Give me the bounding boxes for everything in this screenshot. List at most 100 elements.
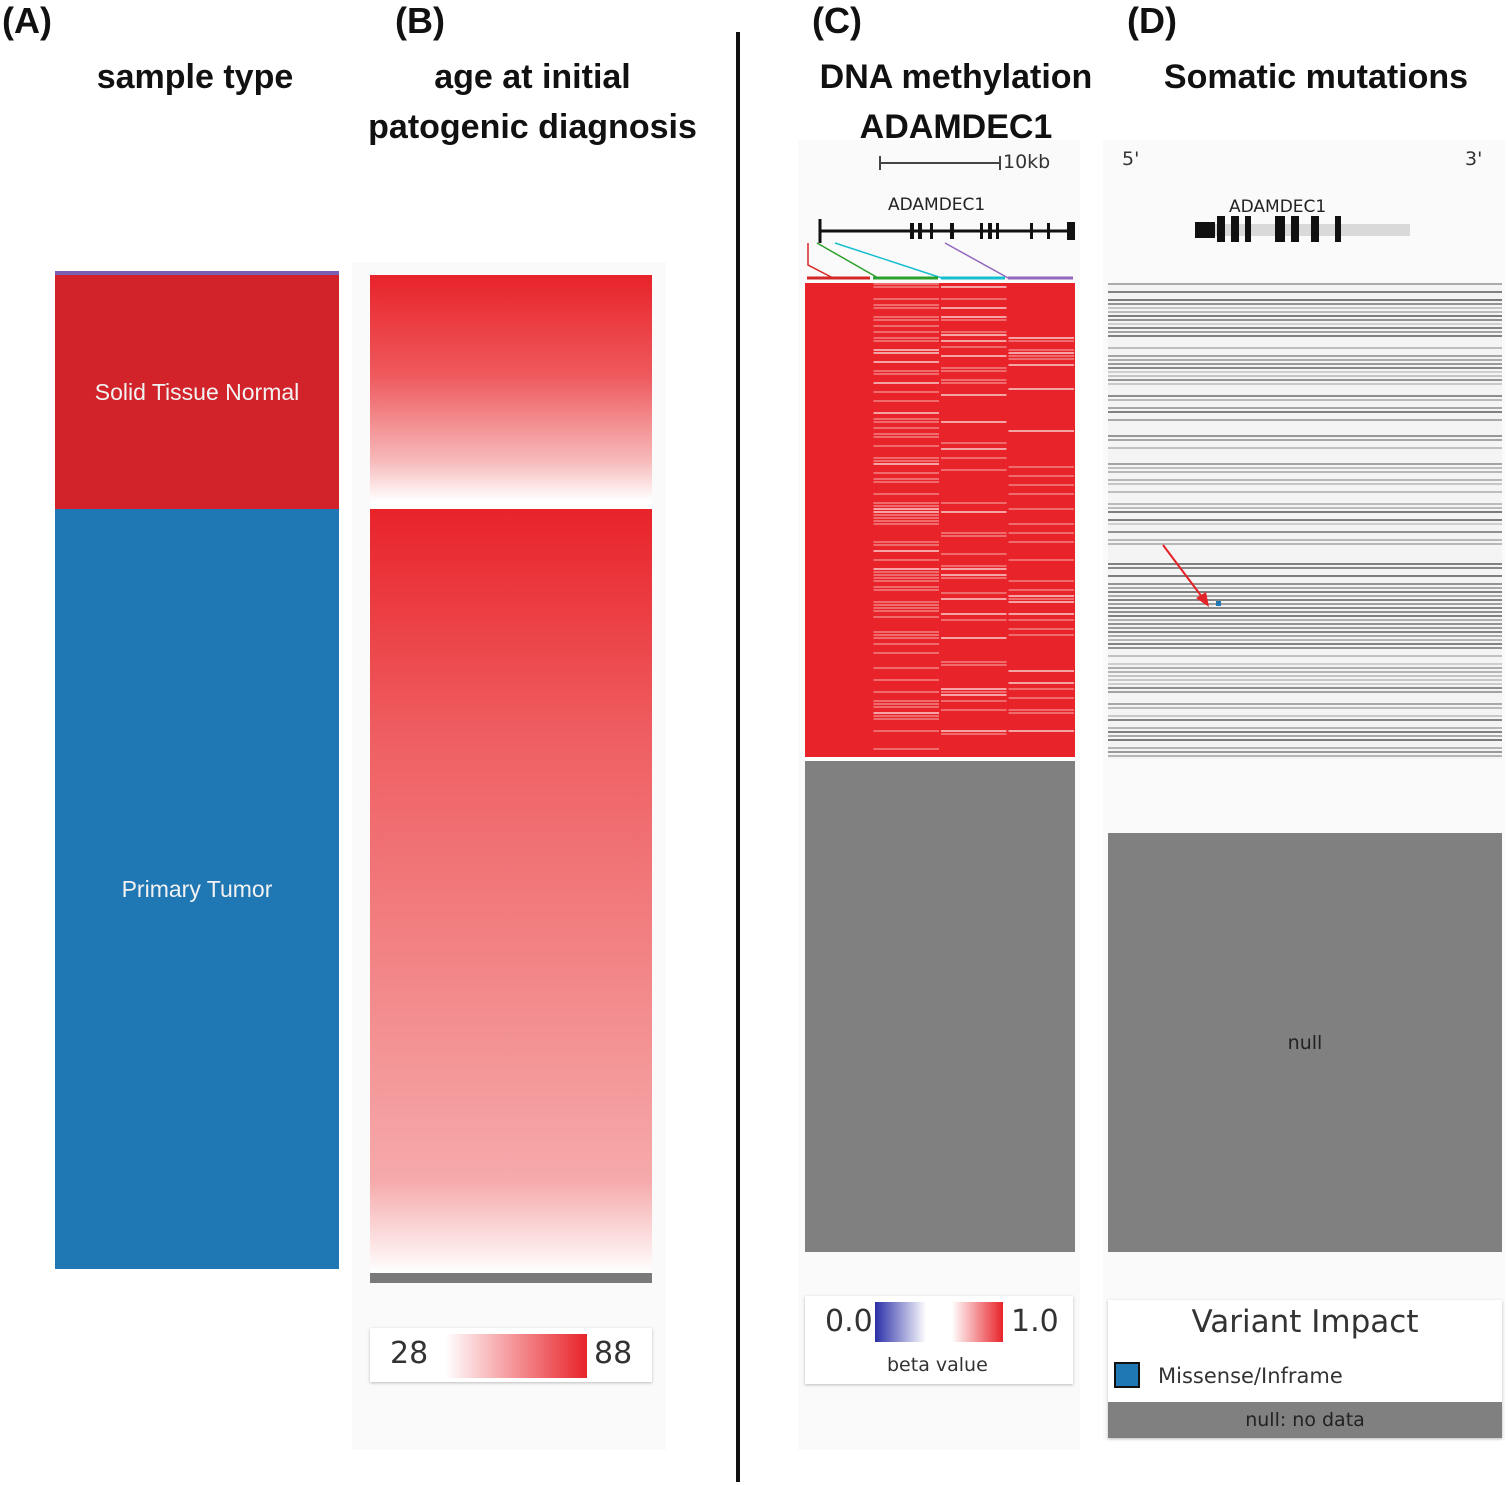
methylation-row-stripe <box>1008 589 1074 591</box>
mutation-sample-stripe <box>1108 739 1502 741</box>
age-legend-min: 28 <box>390 1336 429 1371</box>
methylation-gene-name: ADAMDEC1 <box>888 195 986 215</box>
mutation-sample-stripe <box>1108 623 1502 625</box>
methylation-row-stripe <box>873 472 939 474</box>
methylation-row-stripe <box>873 712 939 714</box>
methylation-heatmap-base <box>805 283 1075 757</box>
methylation-row-stripe <box>873 508 939 510</box>
mutation-sample-stripe <box>1108 667 1502 669</box>
null-legend-bar: null: no data <box>1108 1402 1502 1438</box>
gene-model-utr <box>1195 224 1410 236</box>
methylation-row-stripe <box>941 469 1007 471</box>
methylation-row-stripe <box>873 463 939 465</box>
mutation-sample-stripe <box>1108 591 1502 593</box>
methyl-legend-gradient <box>875 1302 1003 1342</box>
mutation-sample-stripe <box>1108 363 1502 365</box>
category-solid-tissue-normal: Solid Tissue Normal <box>55 275 339 509</box>
methylation-row-stripe <box>873 337 939 339</box>
three-prime-label: 3' <box>1465 148 1483 170</box>
methylation-row-stripe <box>941 367 1007 369</box>
methylation-row-stripe <box>941 709 1007 711</box>
mutation-sample-stripe <box>1108 327 1502 329</box>
methylation-row-stripe <box>1008 628 1074 630</box>
methylation-row-stripe <box>873 307 939 309</box>
methylation-row-stripe <box>941 316 1007 318</box>
panel-b-title: age at initial patogenic diagnosis <box>340 52 725 152</box>
mutation-sample-stripe <box>1108 519 1502 521</box>
methylation-row-stripe <box>873 304 939 306</box>
methylation-row-stripe <box>941 700 1007 702</box>
methylation-row-stripe <box>873 700 939 702</box>
panel-d-title: Somatic mutations <box>1163 58 1469 96</box>
methylation-row-stripe <box>1008 337 1074 339</box>
methylation-row-stripe <box>1008 349 1074 351</box>
panel-a-letter: (A) <box>2 0 52 41</box>
panel-b-title-line2: patogenic diagnosis <box>368 108 697 146</box>
methylation-row-stripe <box>873 679 939 681</box>
methylation-row-stripe <box>1008 688 1074 690</box>
mutation-legend: Variant Impact Missense/Inframe null: no… <box>1108 1300 1502 1438</box>
methylation-row-stripe <box>941 502 1007 504</box>
methylation-row-stripe <box>941 346 1007 348</box>
mutation-sample-stripe <box>1108 383 1502 385</box>
methylation-row-stripe <box>1008 619 1074 621</box>
mutation-sample-stripe <box>1108 671 1502 673</box>
methylation-row-stripe <box>873 391 939 393</box>
panel-c-title-line2: ADAMDEC1 <box>859 108 1053 146</box>
methylation-row-stripe <box>1008 613 1074 615</box>
mutation-sample-stripe <box>1108 655 1502 657</box>
panel-c-title: DNA methylation ADAMDEC1 <box>797 52 1115 152</box>
methylation-row-stripe <box>1008 508 1074 510</box>
methylation-row-stripe <box>941 421 1007 423</box>
mutation-sample-stripe <box>1108 747 1502 749</box>
category-label-normal: Solid Tissue Normal <box>94 378 300 405</box>
methylation-row-stripe <box>873 718 939 720</box>
gene-end-block <box>1067 222 1075 240</box>
mutation-sample-stripe <box>1108 347 1502 349</box>
mutation-sample-stripe <box>1108 707 1502 709</box>
methylation-row-stripe <box>873 577 939 579</box>
red-arrow-shaft <box>1162 544 1206 602</box>
methyl-legend-min: 0.0 <box>825 1304 873 1339</box>
methylation-row-stripe <box>873 715 939 717</box>
methylation-row-stripe <box>873 706 939 708</box>
methylation-row-stripe <box>873 607 939 609</box>
methylation-row-stripe <box>873 382 939 384</box>
methylation-row-stripe <box>1008 601 1074 603</box>
scale-bar-label: 10kb <box>1003 151 1051 173</box>
methylation-row-stripe <box>1008 682 1074 684</box>
methylation-row-stripe <box>873 571 939 573</box>
mutation-sample-stripe <box>1108 683 1502 685</box>
methylation-row-stripe <box>1008 352 1074 354</box>
methylation-row-stripe <box>873 349 939 351</box>
methylation-row-stripe <box>1008 523 1074 525</box>
methylation-row-stripe <box>941 688 1007 690</box>
age-legend: 28 88 <box>370 1328 652 1382</box>
methyl-legend-caption: beta value <box>887 1354 988 1376</box>
mutation-sample-stripe <box>1108 491 1502 493</box>
mutation-sample-stripe <box>1108 727 1502 729</box>
mutation-sample-stripe <box>1108 575 1502 577</box>
missense-mutation-point <box>1216 601 1221 606</box>
variant-impact-title: Variant Impact <box>1191 1304 1419 1340</box>
methylation-row-stripe <box>873 514 939 516</box>
methylation-row-stripe <box>873 400 939 402</box>
mutation-sample-stripe <box>1108 399 1502 401</box>
methylation-gap <box>805 757 1075 761</box>
panel-c-letter: (C) <box>812 0 862 41</box>
mutation-sample-stripe <box>1108 595 1502 597</box>
category-primary-tumor: Primary Tumor <box>55 509 339 1269</box>
methyl-legend-max: 1.0 <box>1011 1304 1059 1339</box>
methylation-row-stripe <box>873 421 939 423</box>
mutation-sample-stripe <box>1108 411 1502 413</box>
panel-c-title-line1: DNA methylation <box>819 58 1093 96</box>
mutation-sample-stripe <box>1108 471 1502 473</box>
mutation-sample-stripe <box>1108 615 1502 617</box>
mutation-sample-stripe <box>1108 583 1502 585</box>
mutation-sample-stripe <box>1108 631 1502 633</box>
methylation-row-stripe <box>941 442 1007 444</box>
methylation-row-stripe <box>1008 598 1074 600</box>
methylation-row-stripe <box>873 703 939 705</box>
mutation-sample-stripe <box>1108 531 1502 533</box>
mutation-sample-stripe <box>1108 735 1502 737</box>
